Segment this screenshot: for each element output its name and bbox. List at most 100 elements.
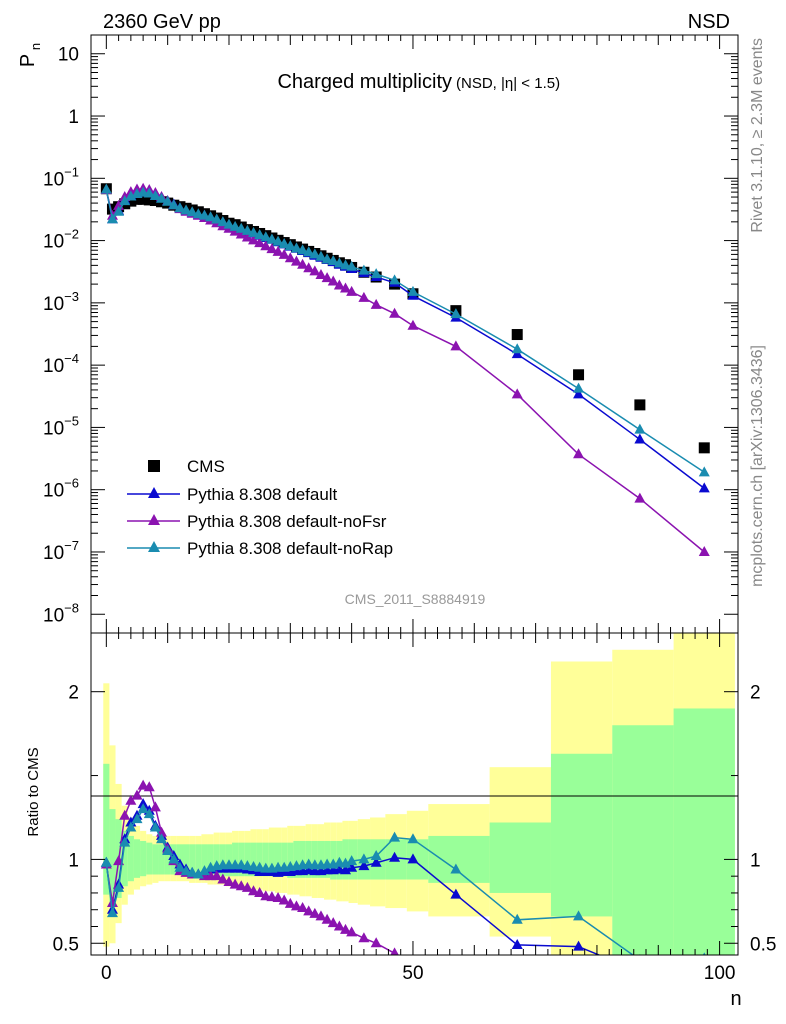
series-marker [229, 220, 241, 231]
y-tick-label: 10−3 [43, 289, 79, 315]
inner-band-bin [201, 844, 208, 875]
series-marker [327, 255, 339, 266]
series-marker [327, 275, 339, 286]
ratio-series-marker [156, 833, 168, 844]
ratio-series-marker [639, 954, 641, 955]
ratio-series-marker [235, 880, 247, 891]
series-marker [149, 189, 161, 200]
cms-data-point [698, 442, 710, 454]
ratio-series-marker [106, 907, 118, 918]
ratio-series-marker [143, 808, 155, 819]
inner-band-bin [274, 842, 282, 877]
inner-band-bin [103, 763, 110, 895]
inner-band-bin [140, 840, 147, 877]
series-marker [205, 211, 217, 222]
series-marker [303, 262, 315, 273]
ratio-series-marker [113, 881, 125, 892]
ratio-series-marker [297, 902, 309, 913]
y-tick-label: 10−2 [43, 227, 79, 253]
ratio-series-marker [390, 947, 399, 955]
ratio-series-marker [143, 781, 155, 792]
inner-band-bin [152, 844, 159, 875]
series-marker [266, 233, 278, 244]
series-marker [278, 238, 290, 249]
ratio-series-marker [346, 861, 358, 872]
series-marker [143, 187, 155, 198]
ratio-series-marker [358, 932, 370, 943]
inner-band-bin [428, 835, 490, 883]
legend-marker-cms [148, 460, 160, 472]
ratio-series-marker [327, 917, 339, 928]
series-marker [284, 239, 296, 250]
ratio-series-marker [370, 856, 382, 867]
inner-band-bin [262, 842, 269, 877]
series-marker [340, 259, 352, 270]
y-tick-label: 10 [58, 45, 79, 66]
series-marker [266, 243, 278, 254]
ratio-series-group [100, 779, 706, 955]
ratio-series-marker [573, 910, 585, 921]
ratio-clipped-group [100, 779, 706, 955]
series-marker [340, 282, 352, 293]
inner-band-bin [127, 835, 134, 882]
series-marker [389, 274, 401, 285]
inner-band-bin [256, 842, 263, 877]
main-axis-ticks: 10 1 10−1 10−2 10−3 10−4 10−5 10−6 10−7 10−8 [43, 35, 738, 633]
series-marker [634, 492, 646, 503]
inner-band-bin [189, 844, 196, 875]
series-marker [241, 231, 253, 242]
ratio-series-marker [168, 853, 180, 864]
series-marker [370, 298, 382, 309]
ratio-series-marker [321, 913, 333, 924]
process-label: NSD [688, 11, 730, 33]
series-marker [407, 319, 419, 330]
main-series-group [100, 182, 710, 556]
series-marker [389, 307, 401, 318]
y-axis-label-ratio: Ratio to CMS [25, 747, 42, 836]
y-tick-label: 10−4 [43, 351, 79, 377]
ratio-series-marker [290, 900, 302, 911]
inner-band-bin [673, 708, 735, 955]
ratio-series-marker [573, 940, 585, 951]
series-marker [333, 257, 345, 268]
cms-data-point [125, 195, 137, 207]
series-marker [217, 216, 229, 227]
ratio-series-marker [217, 873, 229, 884]
ratio-series-marker [303, 905, 315, 916]
main-title-sub: (NSD, |η| < 1.5) [456, 75, 560, 92]
side-text-rivet: Rivet 3.1.10, ≥ 2.3M events [749, 38, 766, 233]
series-marker [698, 482, 710, 493]
series-marker [162, 195, 174, 206]
inner-band-bin [287, 842, 294, 878]
series-marker [125, 190, 137, 201]
inner-band-bin [195, 844, 202, 875]
ratio-series-marker [333, 920, 345, 931]
ratio-series-marker [131, 789, 143, 800]
ratio-series-marker [702, 952, 706, 955]
legend-marker [148, 487, 160, 498]
series-marker [272, 235, 284, 246]
y-tick-label: 10−7 [43, 538, 79, 564]
x-tick-label: 50 [402, 963, 423, 984]
ratio-series-marker [119, 836, 131, 847]
ratio-series-marker [254, 886, 266, 897]
series-marker [346, 285, 358, 296]
ratio-series-marker [192, 868, 204, 879]
ratio-series-marker [272, 891, 284, 902]
cms-data-point [131, 193, 143, 205]
legend-label: Pythia 8.308 default [187, 485, 338, 504]
inner-band-bin [406, 839, 429, 880]
ratio-series-marker [241, 881, 253, 892]
inner-band-bin [268, 842, 275, 877]
legend-marker [148, 541, 160, 552]
series-marker [321, 253, 333, 264]
ratio-series-marker [131, 813, 143, 824]
series-marker [180, 204, 192, 215]
ratio-series-marker [346, 855, 358, 866]
ratio-series-marker [137, 779, 149, 790]
series-marker [235, 228, 247, 239]
series-line [105, 189, 705, 473]
series-marker [511, 388, 523, 399]
ratio-series-marker [389, 851, 401, 862]
